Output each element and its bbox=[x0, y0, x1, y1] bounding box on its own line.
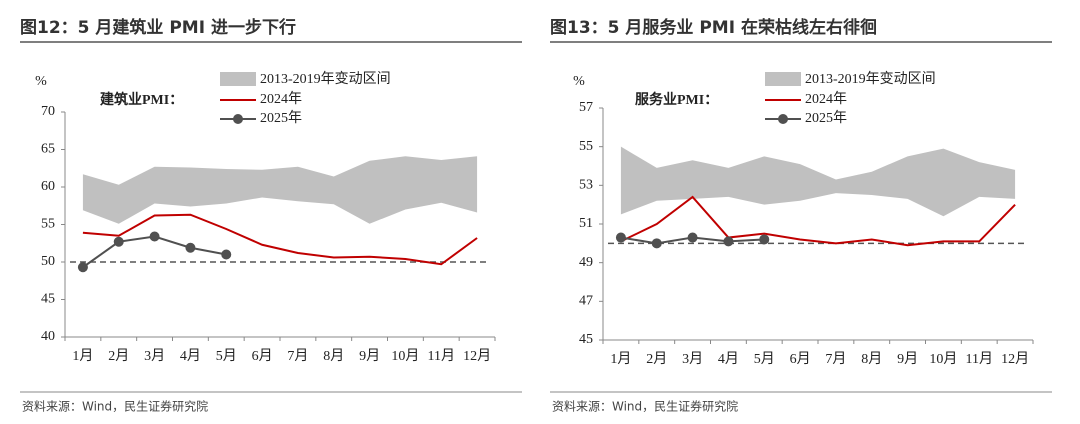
annotation: 建筑业PMI： bbox=[100, 91, 183, 108]
legend-marker bbox=[778, 114, 788, 124]
source: 资料来源：Wind，民生证券研究院 bbox=[22, 399, 208, 414]
y-tick-label: 40 bbox=[41, 329, 55, 344]
x-tick-label: 10月 bbox=[391, 348, 419, 364]
y-tick-label: 50 bbox=[41, 254, 55, 269]
x-tick-label: 8月 bbox=[861, 351, 882, 367]
y-unit: % bbox=[573, 74, 585, 89]
range-band bbox=[82, 156, 478, 224]
legend-label: 2013-2019年变动区间 bbox=[805, 71, 936, 87]
x-tick-label: 8月 bbox=[323, 348, 344, 364]
point bbox=[185, 242, 196, 253]
legend-label: 2025年 bbox=[805, 110, 847, 126]
x-tick-label: 4月 bbox=[180, 348, 201, 364]
x-tick-label: 11月 bbox=[428, 348, 455, 364]
chart-title: 图12：5 月建筑业 PMI 进一步下行 bbox=[20, 17, 296, 38]
point bbox=[149, 231, 160, 242]
source: 资料来源：Wind，民生证券研究院 bbox=[552, 399, 738, 414]
point bbox=[221, 249, 232, 260]
y-unit: % bbox=[35, 74, 47, 89]
x-tick-label: 11月 bbox=[966, 351, 993, 367]
y-tick-label: 49 bbox=[579, 255, 593, 270]
x-tick-label: 5月 bbox=[754, 351, 775, 367]
x-tick-label: 2月 bbox=[108, 348, 129, 364]
x-tick-label: 5月 bbox=[216, 348, 237, 364]
y-tick-label: 45 bbox=[41, 292, 55, 307]
x-tick-label: 1月 bbox=[610, 351, 631, 367]
x-tick-label: 7月 bbox=[287, 348, 308, 364]
point bbox=[113, 236, 124, 247]
x-tick-label: 1月 bbox=[72, 348, 93, 364]
y-tick-label: 55 bbox=[41, 217, 55, 232]
x-tick-label: 6月 bbox=[252, 348, 273, 364]
x-tick-label: 6月 bbox=[790, 351, 811, 367]
y-tick-label: 57 bbox=[579, 100, 593, 115]
x-tick-label: 10月 bbox=[929, 351, 957, 367]
x-tick-label: 4月 bbox=[718, 351, 739, 367]
point bbox=[759, 234, 770, 245]
x-tick-label: 9月 bbox=[359, 348, 380, 364]
y-tick-label: 45 bbox=[579, 332, 593, 347]
x-tick-label: 12月 bbox=[1001, 351, 1029, 367]
x-tick-label: 2月 bbox=[646, 351, 667, 367]
series-line bbox=[620, 195, 1016, 247]
point bbox=[687, 232, 698, 243]
x-tick-label: 3月 bbox=[682, 351, 703, 367]
x-tick-label: 12月 bbox=[463, 348, 491, 364]
point bbox=[615, 232, 626, 243]
point bbox=[77, 262, 88, 273]
series-line bbox=[82, 213, 478, 266]
range-band bbox=[620, 146, 1016, 217]
y-tick-label: 65 bbox=[41, 142, 55, 157]
legend-swatch bbox=[765, 72, 801, 86]
y-tick-label: 47 bbox=[579, 294, 593, 309]
y-tick-label: 55 bbox=[579, 139, 593, 154]
point bbox=[651, 238, 662, 249]
x-tick-label: 9月 bbox=[897, 351, 918, 367]
y-tick-label: 60 bbox=[41, 179, 55, 194]
y-tick-label: 51 bbox=[579, 216, 593, 231]
chart-title: 图13：5 月服务业 PMI 在荣枯线左右徘徊 bbox=[550, 17, 877, 38]
annotation: 服务业PMI： bbox=[635, 91, 718, 108]
legend-marker bbox=[233, 114, 243, 124]
legend-label: 2024年 bbox=[260, 91, 302, 107]
x-tick-label: 3月 bbox=[144, 348, 165, 364]
legend-label: 2013-2019年变动区间 bbox=[260, 71, 391, 87]
y-tick-label: 70 bbox=[41, 104, 55, 119]
x-tick-label: 7月 bbox=[825, 351, 846, 367]
y-tick-label: 53 bbox=[579, 178, 593, 193]
point bbox=[723, 236, 734, 247]
legend-label: 2024年 bbox=[805, 91, 847, 107]
legend-label: 2025年 bbox=[260, 110, 302, 126]
legend-swatch bbox=[220, 72, 256, 86]
